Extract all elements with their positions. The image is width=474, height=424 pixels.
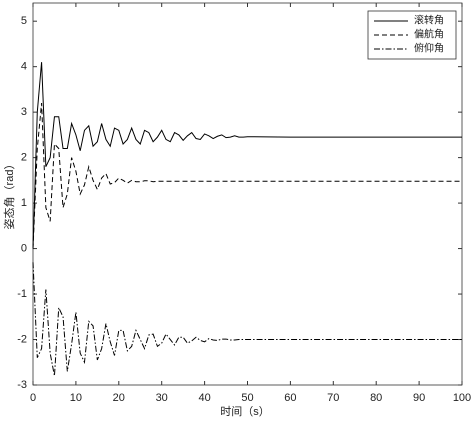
plot-frame — [32, 2, 463, 386]
y-tick-label: 0 — [21, 242, 27, 254]
x-tick-label: 50 — [241, 392, 253, 404]
x-tick-label: 40 — [198, 392, 210, 404]
x-tick-label: 60 — [284, 392, 296, 404]
y-tick-label: -2 — [17, 333, 27, 345]
x-tick-label: 0 — [30, 392, 36, 404]
series-line — [32, 62, 462, 249]
y-tick-label: 2 — [21, 152, 27, 164]
y-tick-label: 1 — [21, 197, 27, 209]
series-line — [32, 103, 462, 249]
series-line — [32, 262, 462, 376]
legend-label: 偏航角 — [414, 28, 444, 41]
x-tick-label: 20 — [113, 392, 125, 404]
y-tick-label: 3 — [21, 106, 27, 118]
x-axis-label: 时间（s） — [220, 405, 270, 418]
x-tick-label: 100 — [453, 392, 471, 404]
y-tick-label: -3 — [17, 379, 27, 391]
x-tick-label: 30 — [156, 392, 168, 404]
x-tick-label: 70 — [327, 392, 339, 404]
y-tick-label: 5 — [21, 15, 27, 27]
legend-label: 俯仰角 — [414, 42, 444, 55]
x-tick-label: 90 — [413, 392, 425, 404]
x-tick-label: 80 — [370, 392, 382, 404]
y-tick-label: 4 — [21, 61, 27, 73]
legend-label: 滚转角 — [414, 14, 444, 27]
x-tick-label: 10 — [70, 392, 82, 404]
y-axis-label: 姿态角（rad） — [3, 159, 16, 230]
y-tick-label: -1 — [17, 288, 27, 300]
